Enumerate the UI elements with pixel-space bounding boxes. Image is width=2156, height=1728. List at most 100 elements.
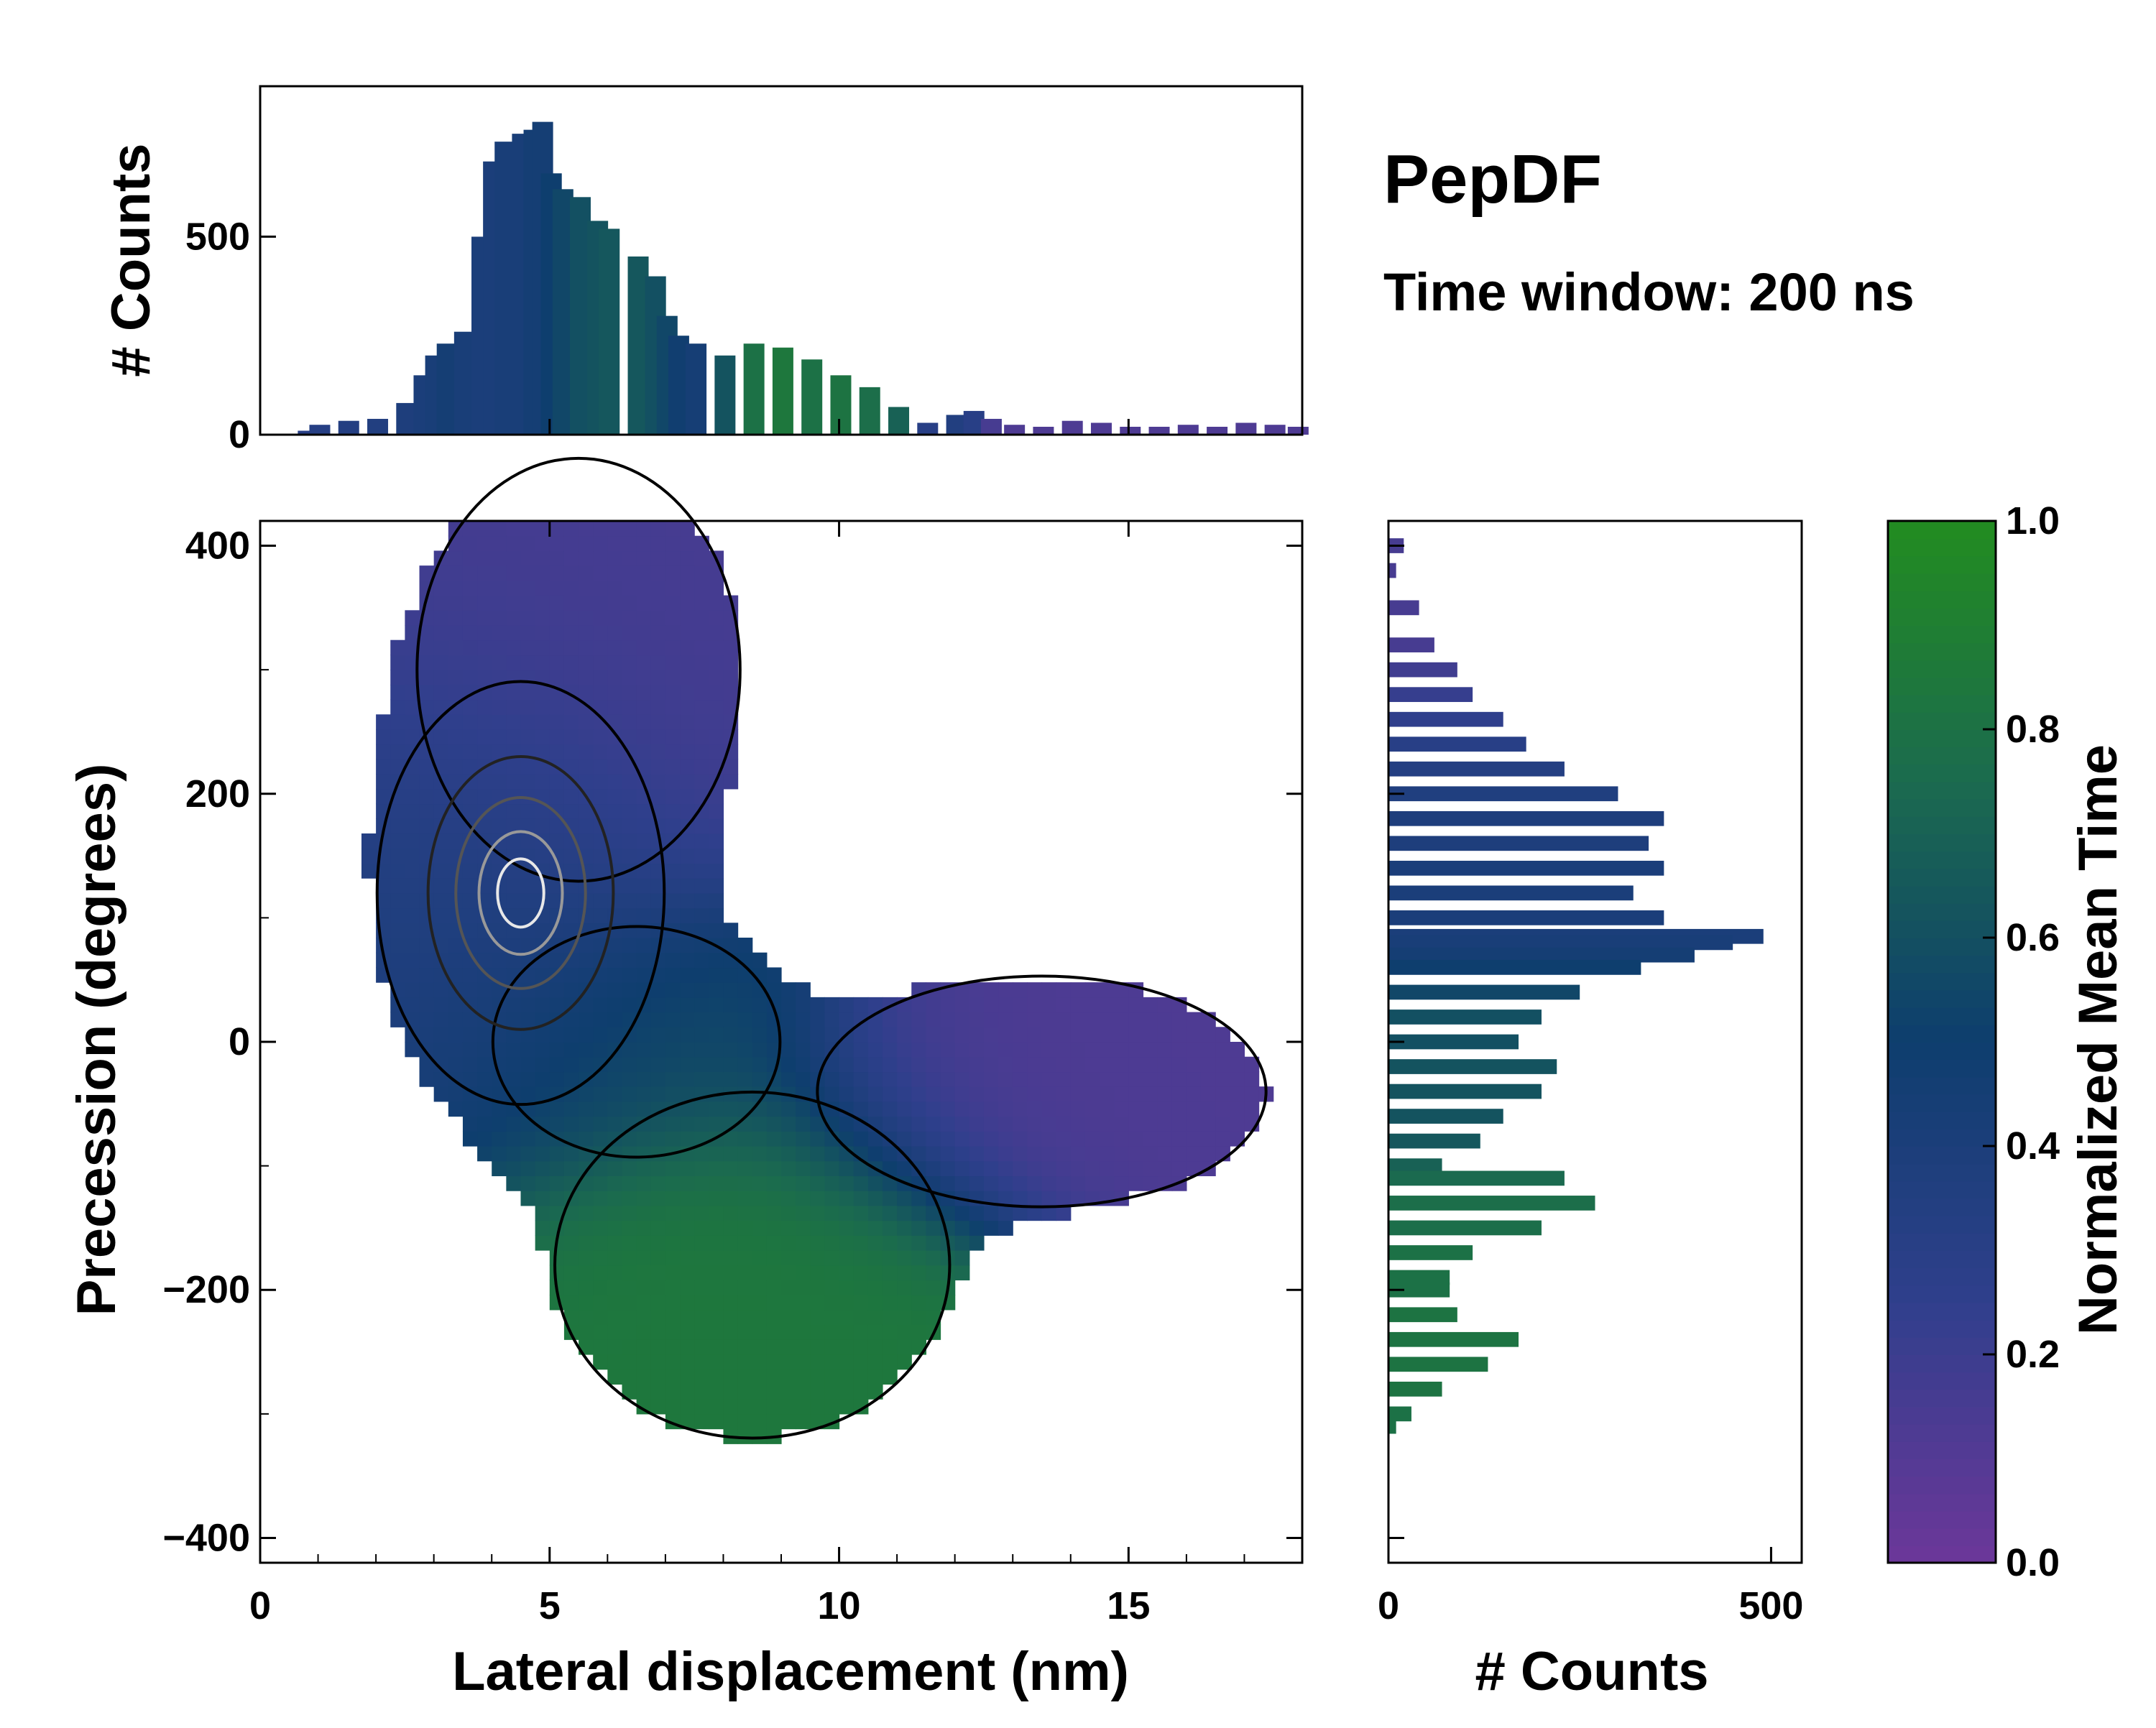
heatmap-cell	[709, 670, 724, 685]
heatmap-cell	[665, 938, 681, 953]
heatmap-cell	[419, 863, 435, 879]
heatmap-cell	[882, 1309, 898, 1326]
heatmap-cell	[433, 1071, 449, 1087]
heatmap-cell	[911, 1280, 926, 1295]
heatmap-cell	[593, 1116, 608, 1132]
heatmap-cell	[549, 1265, 565, 1281]
heatmap-cell	[983, 982, 999, 998]
heatmap-cell	[1027, 1175, 1043, 1191]
heatmap-cell	[607, 1027, 623, 1043]
heatmap-cell	[506, 550, 522, 566]
colorbar-segment	[1888, 1423, 1996, 1442]
heatmap-cell	[492, 580, 507, 596]
heatmap-cell	[390, 655, 405, 670]
heatmap-cell	[853, 1086, 869, 1102]
heatmap-cell	[607, 1220, 623, 1236]
heatmap-cell	[405, 892, 420, 909]
heatmap-cell	[810, 1250, 826, 1266]
heatmap-cell	[535, 580, 550, 596]
heatmap-cell	[405, 938, 420, 953]
colorbar-segment	[1888, 1336, 1996, 1355]
heatmap-cell	[535, 848, 550, 864]
heatmap-cell	[535, 923, 550, 938]
heatmap-cell	[1201, 1042, 1216, 1058]
heatmap-cell	[636, 1369, 652, 1385]
heatmap-cell	[477, 1071, 492, 1087]
heatmap-cell	[607, 684, 623, 701]
heatmap-cell	[535, 670, 550, 685]
density-contour	[426, 754, 615, 1031]
heatmap-cell	[535, 1027, 550, 1043]
heatmap-cell	[433, 1027, 449, 1043]
heatmap-cell	[650, 744, 666, 760]
heatmap-cell	[983, 1027, 999, 1043]
heatmap-cell	[477, 1146, 492, 1162]
heatmap-cell	[1143, 1012, 1158, 1027]
heatmap-cell	[520, 1071, 536, 1087]
heatmap-cell	[650, 878, 666, 894]
heatmap-cell	[694, 907, 709, 923]
heatmap-cell	[897, 1191, 912, 1206]
heatmap-cell	[1114, 1056, 1129, 1073]
heatmap-cell	[579, 610, 594, 626]
heatmap-cell	[680, 1175, 695, 1191]
heatmap-cell	[723, 684, 739, 701]
colorbar-segment	[1888, 1198, 1996, 1216]
heatmap-cell	[1056, 1160, 1072, 1177]
heatmap-cell	[680, 997, 695, 1013]
heatmap-cell	[694, 818, 709, 834]
heatmap-cell	[607, 521, 623, 537]
heatmap-cell	[665, 1220, 681, 1236]
heatmap-cell	[520, 655, 536, 670]
histogram-bar	[1388, 662, 1457, 678]
heatmap-cell	[1157, 1131, 1173, 1147]
histogram-bar	[1388, 687, 1473, 703]
heatmap-cell	[448, 803, 464, 819]
heatmap-cell	[636, 565, 652, 581]
heatmap-cell	[824, 1235, 840, 1251]
heatmap-cell	[506, 878, 522, 894]
heatmap-cell	[492, 907, 507, 923]
heatmap-cell	[839, 997, 854, 1013]
heatmap-cell	[694, 1265, 709, 1281]
heatmap-cell	[405, 774, 420, 790]
colorbar-segment	[1888, 642, 1996, 661]
heatmap-cell	[737, 1160, 753, 1177]
heatmap-cell	[954, 1116, 970, 1132]
heatmap-cell	[622, 714, 637, 730]
heatmap-cell	[709, 1116, 724, 1132]
heatmap-cell	[607, 818, 623, 834]
heatmap-cell	[506, 639, 522, 656]
x-tick-label: 500	[1738, 1584, 1803, 1627]
heatmap-cell	[390, 878, 405, 894]
heatmap-cell	[723, 655, 739, 670]
heatmap-cell	[709, 1160, 724, 1177]
heatmap-cell	[520, 1175, 536, 1191]
heatmap-cell	[954, 1220, 970, 1236]
heatmap-cell	[563, 714, 579, 730]
heatmap-cell	[405, 714, 420, 730]
heatmap-cell	[563, 788, 579, 805]
heatmap-cell	[433, 848, 449, 864]
heatmap-cell	[622, 1369, 637, 1385]
heatmap-cell	[1114, 1116, 1129, 1132]
heatmap-cell	[1056, 982, 1072, 998]
heatmap-cell	[911, 1116, 926, 1132]
heatmap-cell	[506, 997, 522, 1013]
heatmap-cell	[535, 729, 550, 745]
heatmap-cell	[752, 1235, 768, 1251]
heatmap-cell	[506, 625, 522, 641]
heatmap-cell	[796, 982, 811, 998]
heatmap-cell	[622, 967, 637, 983]
heatmap-cell	[520, 1042, 536, 1058]
colorbar-segment	[1888, 1163, 1996, 1182]
heatmap-cell	[752, 1369, 768, 1385]
heatmap-cell	[579, 1042, 594, 1058]
heatmap-cell	[636, 1131, 652, 1147]
heatmap-cell	[824, 1146, 840, 1162]
heatmap-cell	[709, 878, 724, 894]
heatmap-cell	[1230, 1056, 1245, 1073]
histogram-bar	[1388, 1381, 1442, 1397]
heatmap-cell	[665, 848, 681, 864]
heatmap-cell	[824, 1295, 840, 1311]
